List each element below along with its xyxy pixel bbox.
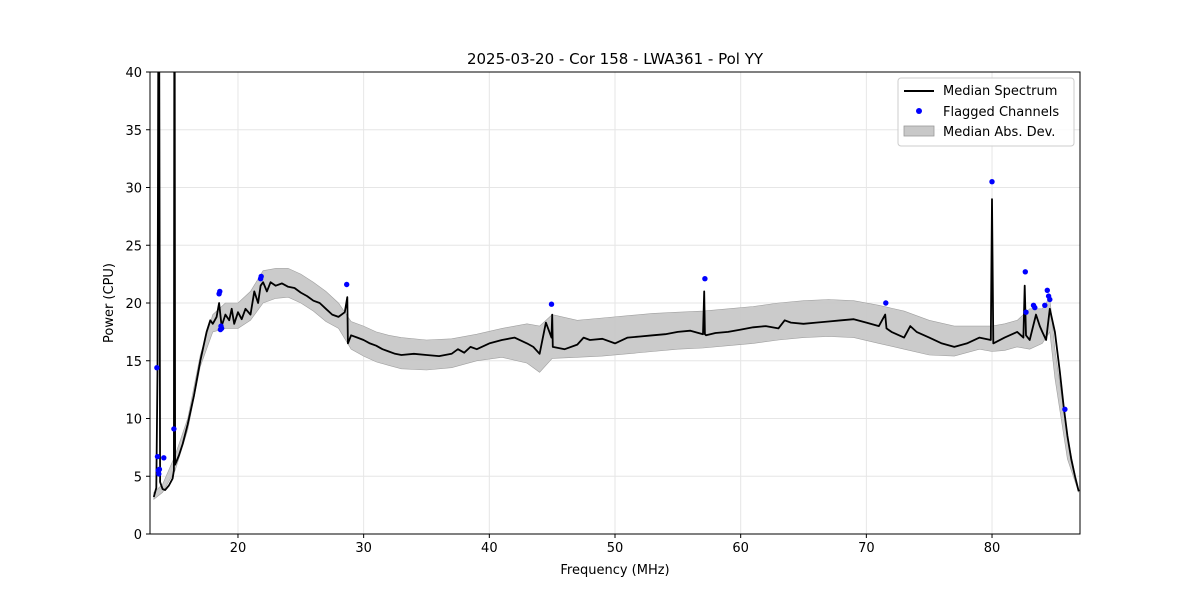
legend-band-swatch: [903, 125, 935, 137]
legend-label-flagged-channels: Flagged Channels: [943, 105, 1059, 120]
flagged-channel-point: [1047, 296, 1053, 303]
flagged-channel-point: [154, 453, 161, 460]
legend-box: [897, 77, 1075, 147]
x-tick-label: 80: [984, 541, 1001, 556]
y-tick-label: 15: [125, 355, 142, 370]
flagged-channel-point: [1062, 406, 1068, 412]
y-tick-label: 35: [125, 124, 142, 139]
y-tick-label: 30: [125, 182, 142, 197]
flagged-channel-point: [154, 365, 160, 371]
flagged-channel-point: [548, 301, 555, 307]
legend-label-median-spectrum: Median Spectrum: [943, 84, 1057, 99]
median-spectrum-line: [152, 72, 1080, 498]
legend: Median Spectrum Flagged Channels Median …: [897, 77, 1075, 147]
flagged-channel-point: [258, 273, 264, 280]
mad-band: [153, 268, 1079, 501]
legend-marker-swatch: [916, 108, 922, 114]
flagged-channel-point: [344, 281, 350, 288]
x-axis-label: Frequency (MHz): [560, 563, 669, 578]
median-line-layer: [152, 72, 1080, 498]
y-tick-label: 20: [125, 297, 142, 312]
mad-band-layer: [153, 268, 1079, 501]
y-tick-label: 25: [125, 239, 142, 254]
y-tick-label: 5: [134, 470, 142, 485]
chart-title: 2025-03-20 - Cor 158 - LWA361 - Pol YY: [467, 50, 764, 68]
legend-label-mad: Median Abs. Dev.: [943, 125, 1055, 140]
x-tick-label: 30: [355, 541, 372, 556]
flagged-channel-point: [1022, 269, 1028, 275]
flagged-channel-point: [217, 288, 223, 295]
flagged-channel-point: [218, 325, 225, 332]
flagged-channel-point: [883, 300, 889, 306]
flagged-channel-point: [989, 179, 995, 185]
flagged-channel-point: [702, 276, 708, 282]
y-tick-label: 0: [134, 528, 142, 543]
flagged-channel-point: [1023, 309, 1029, 315]
y-tick-label: 10: [125, 413, 142, 428]
x-tick-label: 20: [230, 541, 247, 556]
x-tick-label: 70: [858, 541, 875, 556]
flagged-channel-point: [156, 466, 163, 472]
x-tick-label: 40: [481, 541, 498, 556]
flagged-channel-point: [1032, 304, 1038, 311]
flagged-channel-point: [1042, 302, 1048, 308]
flagged-channel-point: [171, 426, 177, 432]
flagged-channel-point: [1044, 287, 1051, 293]
flagged-channel-point: [161, 455, 167, 461]
y-axis-ticks: 0 5 10 15 20 25 30 35 40: [125, 66, 150, 543]
x-axis-ticks: 20 30 40 50 60 70 80: [230, 534, 1001, 556]
x-tick-label: 50: [607, 541, 624, 556]
y-axis-label: Power (CPU): [102, 263, 117, 343]
y-tick-label: 40: [125, 66, 142, 81]
x-tick-label: 60: [732, 541, 749, 556]
flagged-channel-point: [156, 471, 162, 477]
flagged-points-layer: [154, 179, 1068, 477]
